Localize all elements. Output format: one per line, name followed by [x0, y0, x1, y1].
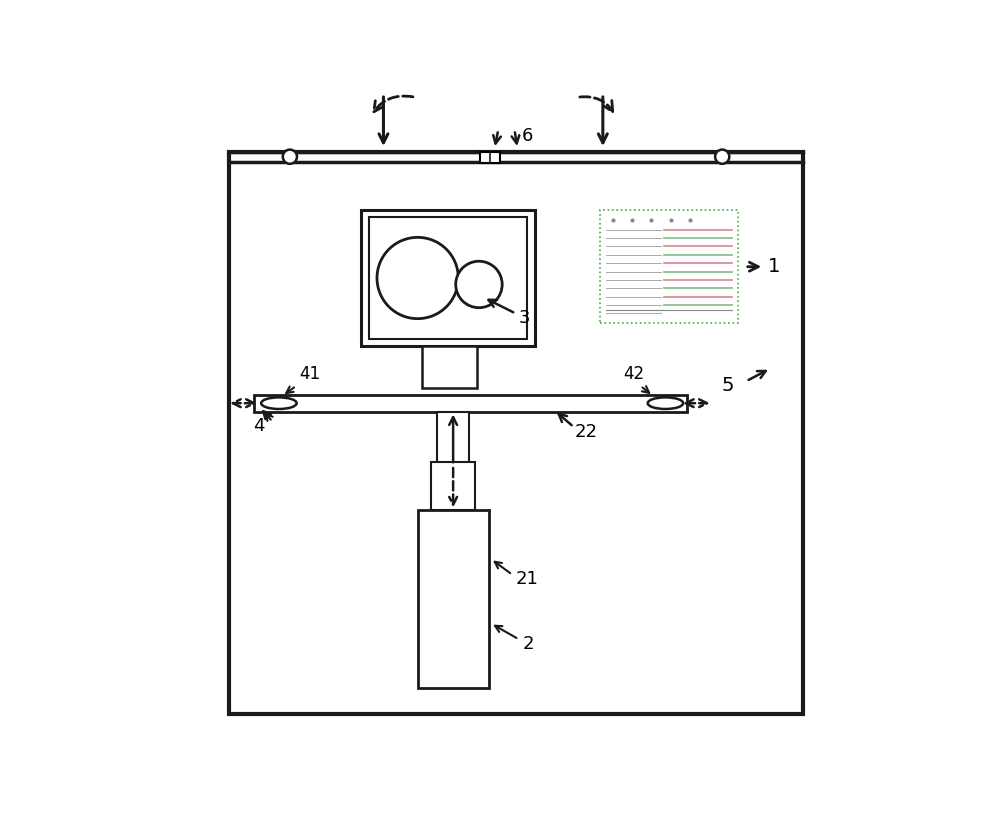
- Bar: [369, 217, 527, 339]
- Bar: [437, 411, 469, 465]
- Bar: [422, 346, 477, 388]
- Circle shape: [456, 261, 502, 308]
- Bar: [431, 462, 475, 510]
- Text: 42: 42: [623, 365, 645, 383]
- Bar: [254, 395, 687, 411]
- Text: 6: 6: [522, 127, 534, 145]
- Bar: [600, 210, 738, 323]
- Bar: [480, 152, 500, 163]
- Circle shape: [715, 150, 729, 163]
- Ellipse shape: [648, 397, 683, 409]
- Text: 22: 22: [575, 422, 598, 441]
- Circle shape: [377, 237, 458, 318]
- Text: 21: 21: [516, 571, 539, 588]
- Bar: [418, 510, 489, 688]
- Text: 5: 5: [721, 376, 734, 396]
- Bar: [229, 153, 803, 714]
- Text: 3: 3: [519, 309, 530, 327]
- Bar: [361, 210, 535, 346]
- Text: 1: 1: [767, 257, 780, 277]
- Text: 41: 41: [300, 365, 321, 383]
- Circle shape: [283, 150, 297, 163]
- Text: 2: 2: [522, 635, 534, 653]
- Ellipse shape: [261, 397, 297, 409]
- Text: 4: 4: [253, 417, 265, 436]
